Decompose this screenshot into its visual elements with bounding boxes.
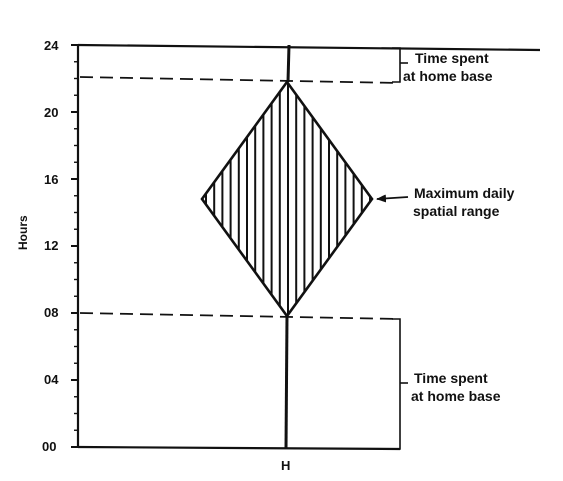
y-tick-label-24: 24 — [44, 38, 59, 53]
spatial-range-arrow — [376, 194, 409, 203]
y-tick-label-20: 20 — [44, 105, 58, 120]
x-axis-label-home: H — [281, 458, 290, 473]
y-tick-label-04: 04 — [44, 372, 59, 387]
bottom-annotation-line-2: at home base — [411, 388, 501, 404]
return-dashed-line — [79, 312, 401, 320]
departure-dashed-line — [79, 76, 401, 84]
range-annotation-line-2: spatial range — [413, 203, 500, 219]
range-annotation-line-1: Maximum daily — [414, 185, 515, 201]
y-tick-label-00: 00 — [42, 439, 56, 454]
y-axis-title: Hours — [16, 215, 30, 250]
diamond-hatching — [205, 82, 371, 316]
spatial-range-diamond — [200, 79, 374, 319]
top-boundary-line — [77, 43, 541, 52]
top-annotation-line-1: Time spent — [415, 50, 489, 66]
y-axis-major-ticks — [71, 44, 78, 448]
y-axis-minor-ticks — [74, 61, 78, 431]
y-tick-label-08: 08 — [44, 305, 58, 320]
home-base-path-lower — [284, 315, 289, 450]
top-home-base-bracket — [392, 47, 401, 83]
y-tick-label-12: 12 — [44, 238, 58, 253]
top-annotation-line-2: at home base — [403, 68, 493, 84]
bottom-annotation-line-1: Time spent — [414, 370, 488, 386]
baseline — [77, 445, 401, 451]
y-tick-label-16: 16 — [44, 172, 58, 187]
bottom-home-base-bracket — [392, 318, 401, 450]
home-base-path-upper — [286, 44, 291, 83]
